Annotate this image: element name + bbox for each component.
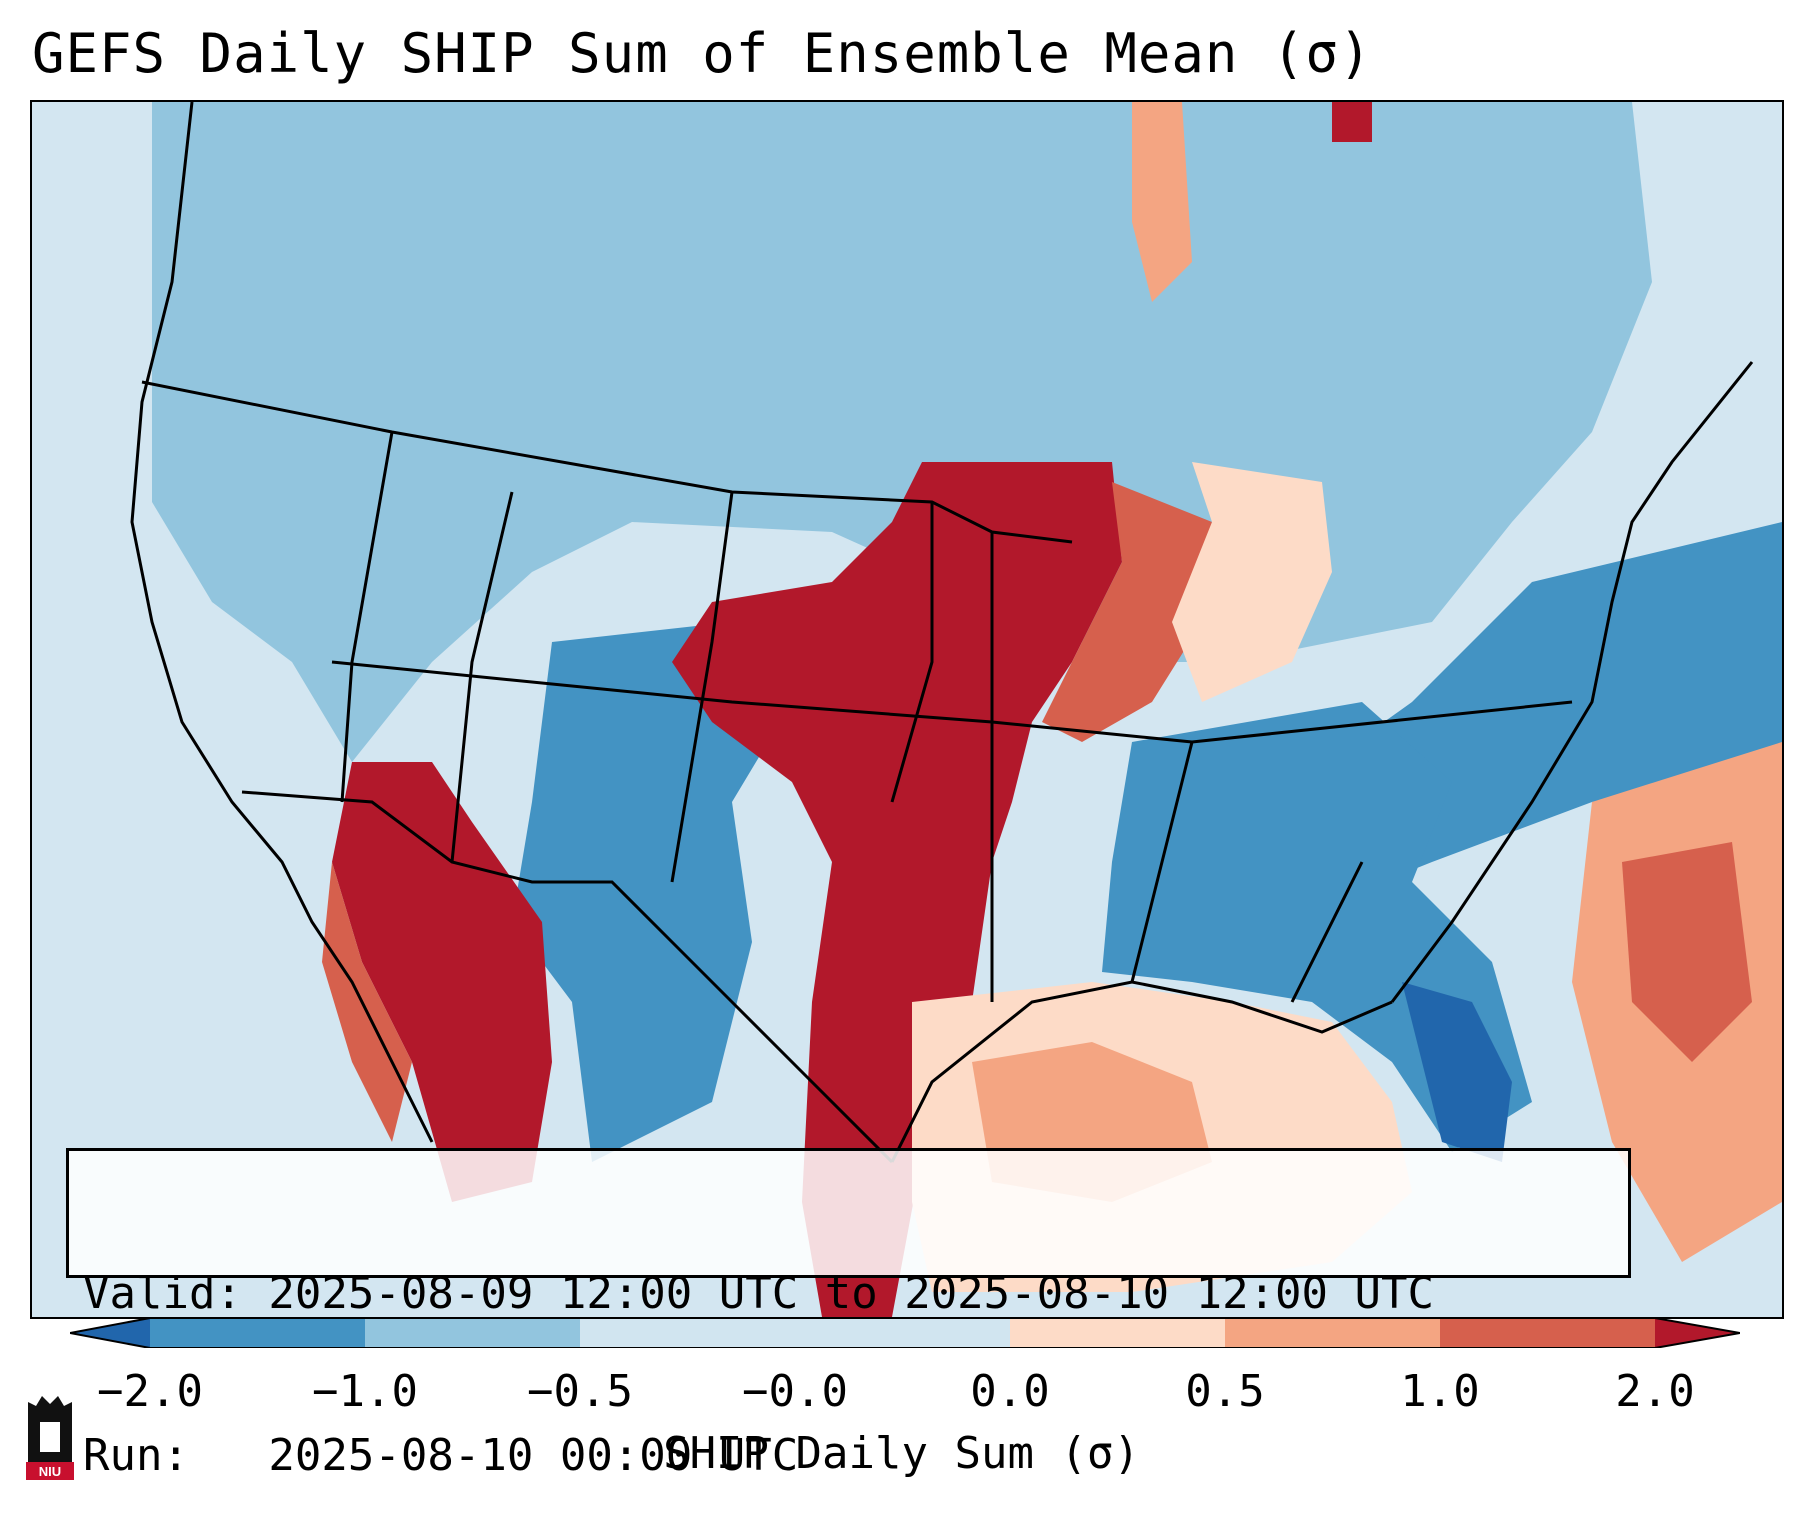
colorbar — [70, 1318, 1740, 1348]
colorbar-bin — [1010, 1318, 1225, 1348]
colorbar-bin — [1440, 1318, 1655, 1348]
colorbar-tick-label: 2.0 — [1615, 1366, 1695, 1417]
state-lines-1 — [340, 431, 394, 803]
field-region-ontario-streak — [1132, 102, 1192, 302]
us-mexico-border — [241, 790, 894, 1164]
colorbar-bin — [1225, 1318, 1440, 1348]
colorbar-bin — [580, 1318, 795, 1348]
state-lines-3 — [670, 491, 734, 883]
logo-text: NIU — [39, 1464, 61, 1479]
logo-banner — [26, 1462, 74, 1480]
colorbar-tick-label: 1.0 — [1400, 1366, 1480, 1417]
field-region-florida-dark-blue — [1402, 982, 1512, 1162]
political-boundaries — [130, 102, 1754, 1164]
niu-logo: NIU — [26, 1396, 74, 1480]
colorbar-tick-label: −1.0 — [312, 1366, 418, 1417]
colorbar-tick-label: 0.5 — [1185, 1366, 1265, 1417]
colorbar-bin — [150, 1318, 365, 1348]
us-canada-border — [141, 380, 1073, 544]
colorbar-bin — [365, 1318, 580, 1348]
run-time-text: Run: 2025-08-10 00:00 UTC — [83, 1430, 799, 1481]
field-region-mexico-rim — [322, 862, 412, 1142]
field-region-central-rim — [1042, 482, 1212, 742]
valid-time-text: Valid: 2025-08-09 12:00 UTC to 2025-08-1… — [83, 1268, 1435, 1319]
map-panel — [30, 100, 1784, 1319]
field-region-lakes-pink — [1172, 462, 1332, 702]
colorbar-extend-low — [70, 1318, 150, 1348]
field-region-southwest-blue — [512, 622, 792, 1162]
atlantic-coast — [1390, 361, 1754, 1003]
ship-anomaly-map — [32, 102, 1782, 1317]
state-lines-8 — [1290, 861, 1364, 1003]
state-lines-7 — [1130, 741, 1194, 983]
university-tower-icon — [28, 1396, 72, 1412]
colorbar-tick-label: −0.0 — [742, 1366, 848, 1417]
logo-window — [40, 1422, 60, 1452]
run-info-box: Valid: 2025-08-09 12:00 UTC to 2025-08-1… — [66, 1148, 1631, 1481]
field-region-central-red — [672, 462, 1122, 1317]
colorbar-extend-high — [1655, 1318, 1740, 1348]
state-lines-4 — [890, 502, 934, 803]
colorbar-tick-label: 0.0 — [970, 1366, 1050, 1417]
colorbar-tick-label: −2.0 — [97, 1366, 203, 1417]
state-lines-2 — [450, 491, 514, 863]
colorbar-bin — [795, 1318, 1010, 1348]
colorbar-label: SHIP Daily Sum (σ) — [663, 1428, 1140, 1479]
field-region-hudson-red — [1332, 102, 1372, 142]
colorbar-tick-label: −0.5 — [527, 1366, 633, 1417]
map-title: GEFS Daily SHIP Sum of Ensemble Mean (σ) — [32, 22, 1373, 85]
field-region-atlantic-core — [1622, 842, 1752, 1062]
